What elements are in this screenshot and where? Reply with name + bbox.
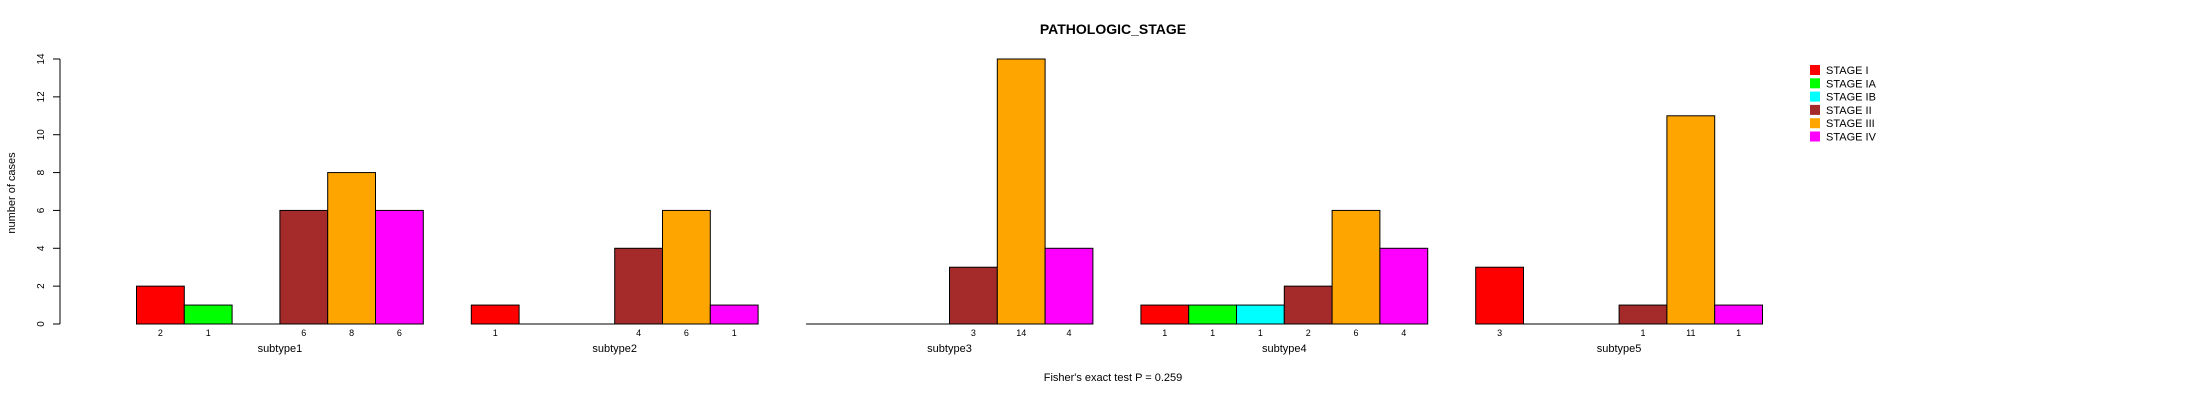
y-tick-label: 14: [36, 53, 47, 65]
count-label: 1: [1736, 328, 1741, 338]
bar-subtype4-stage-ii: [1283, 285, 1333, 325]
y-tick-label: 12: [36, 91, 47, 103]
count-label: 3: [1497, 328, 1502, 338]
count-label: 1: [206, 328, 211, 338]
legend-label: STAGE I: [1826, 65, 1869, 77]
y-tick-label: 8: [36, 169, 47, 175]
legend-label: STAGE III: [1826, 118, 1875, 130]
bar-subtype4-stage-ib: [1236, 304, 1285, 325]
legend-label: STAGE IA: [1826, 78, 1877, 90]
y-tick-label: 6: [36, 207, 47, 213]
legend-label: STAGE IV: [1826, 132, 1877, 144]
count-label: 4: [1401, 328, 1406, 338]
count-label: 6: [301, 328, 306, 338]
legend-label: STAGE IB: [1826, 92, 1876, 104]
count-label: 1: [1162, 328, 1167, 338]
legend-swatch-stage-iv: [1810, 131, 1820, 142]
bar-subtype1-stage-iv: [375, 209, 424, 325]
count-label: 6: [684, 328, 689, 338]
bar-subtype1-stage-ia: [183, 304, 233, 325]
y-tick-label: 4: [36, 245, 47, 251]
count-label: 1: [1640, 328, 1645, 338]
bar-subtype1-stage-iii: [327, 172, 377, 325]
count-label: 4: [636, 328, 641, 338]
count-label: 8: [349, 328, 354, 338]
y-axis-label: number of cases: [6, 152, 18, 234]
category-label-subtype3: subtype3: [927, 343, 972, 355]
bar-subtype4-stage-i: [1140, 304, 1190, 325]
bar-subtype2-stage-iii: [662, 209, 711, 325]
fisher-test-footnote: Fisher's exact test P = 0.259: [1044, 372, 1183, 384]
count-label: 3: [971, 328, 976, 338]
bar-subtype4-stage-iv: [1379, 247, 1429, 325]
bar-subtype3-stage-ii: [949, 266, 998, 325]
category-label-subtype5: subtype5: [1597, 343, 1642, 355]
legend-label: STAGE II: [1826, 105, 1872, 117]
legend-swatch-stage-ia: [1810, 78, 1820, 89]
bar-subtype4-stage-ia: [1188, 304, 1237, 325]
bar-subtype3-stage-iv: [1044, 247, 1094, 325]
y-tick-label: 0: [36, 321, 47, 327]
count-label: 1: [1258, 328, 1263, 338]
count-label: 6: [1353, 328, 1358, 338]
bar-subtype1-stage-ii: [279, 209, 329, 325]
bar-subtype2-stage-iv: [709, 304, 759, 325]
y-axis: 0 2 4 6 8 10 12 14: [36, 53, 61, 327]
legend-swatch-stage-i: [1810, 65, 1820, 75]
category-label-subtype1: subtype1: [258, 343, 303, 355]
y-tick-label: 2: [36, 283, 47, 289]
count-label: 1: [493, 328, 498, 338]
count-label: 1: [1210, 328, 1215, 338]
bar-subtype5-stage-i: [1475, 266, 1524, 325]
count-labels: 2 1 6 8 6 1 4 6 1 3 14 4 1 1 1 2 6 4 3 1 11 1: [158, 328, 1741, 338]
bar-subtype2-stage-ii: [614, 247, 664, 325]
bar-subtype3-stage-iii: [996, 58, 1046, 325]
legend-swatch-stage-ib: [1810, 91, 1820, 102]
count-label: 1: [732, 328, 737, 338]
count-label: 14: [1016, 328, 1026, 338]
bar-subtype4-stage-iii: [1331, 209, 1381, 325]
legend-swatch-stage-ii: [1810, 104, 1820, 115]
count-label: 4: [1066, 328, 1071, 338]
group-labels: subtype1 subtype2 subtype3 subtype4 subtype5: [258, 343, 1642, 355]
bar-subtype5-stage-iii: [1666, 115, 1716, 325]
bar-subtype2-stage-i: [470, 304, 520, 325]
count-label: 11: [1686, 328, 1695, 338]
category-label-subtype2: subtype2: [592, 343, 637, 355]
count-label: 2: [158, 328, 163, 338]
bar-subtype1-stage-i: [136, 285, 185, 325]
bar-subtype5-stage-iv: [1714, 304, 1763, 325]
legend-swatch-stage-iii: [1810, 118, 1820, 129]
count-label: 6: [397, 328, 402, 338]
bar-subtype5-stage-ii: [1618, 304, 1668, 325]
count-label: 2: [1306, 328, 1311, 338]
bars: [136, 58, 1763, 325]
chart-title: PATHOLOGIC_STAGE: [1040, 21, 1186, 37]
y-tick-label: 10: [36, 129, 47, 141]
category-label-subtype4: subtype4: [1262, 343, 1307, 355]
